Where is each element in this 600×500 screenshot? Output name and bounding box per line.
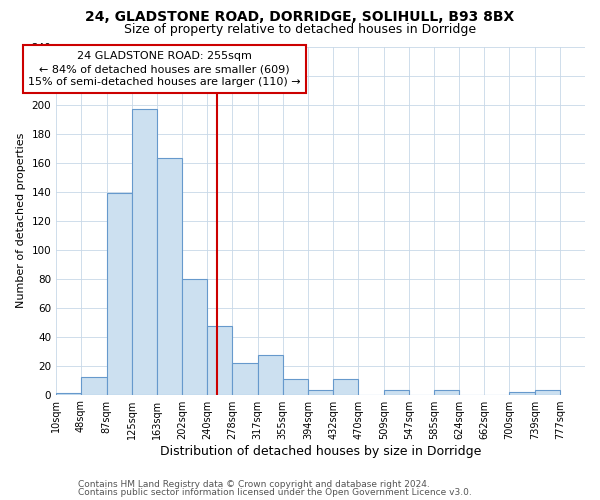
Bar: [308, 390, 334, 394]
Text: Contains HM Land Registry data © Crown copyright and database right 2024.: Contains HM Land Registry data © Crown c…: [78, 480, 430, 489]
Bar: [535, 390, 560, 394]
Bar: [509, 392, 535, 394]
Bar: [182, 278, 207, 394]
Bar: [334, 378, 358, 394]
Bar: [131, 109, 157, 395]
Text: 24, GLADSTONE ROAD, DORRIDGE, SOLIHULL, B93 8BX: 24, GLADSTONE ROAD, DORRIDGE, SOLIHULL, …: [85, 10, 515, 24]
Bar: [107, 193, 131, 394]
Bar: [207, 326, 232, 394]
Bar: [434, 390, 460, 394]
Bar: [157, 158, 182, 394]
Bar: [384, 390, 409, 394]
Bar: [56, 393, 81, 394]
Text: 24 GLADSTONE ROAD: 255sqm
← 84% of detached houses are smaller (609)
15% of semi: 24 GLADSTONE ROAD: 255sqm ← 84% of detac…: [28, 51, 301, 88]
X-axis label: Distribution of detached houses by size in Dorridge: Distribution of detached houses by size …: [160, 444, 481, 458]
Bar: [283, 378, 308, 394]
Text: Size of property relative to detached houses in Dorridge: Size of property relative to detached ho…: [124, 22, 476, 36]
Bar: [232, 362, 258, 394]
Bar: [81, 377, 107, 394]
Text: Contains public sector information licensed under the Open Government Licence v3: Contains public sector information licen…: [78, 488, 472, 497]
Y-axis label: Number of detached properties: Number of detached properties: [16, 133, 26, 308]
Bar: [258, 356, 283, 395]
